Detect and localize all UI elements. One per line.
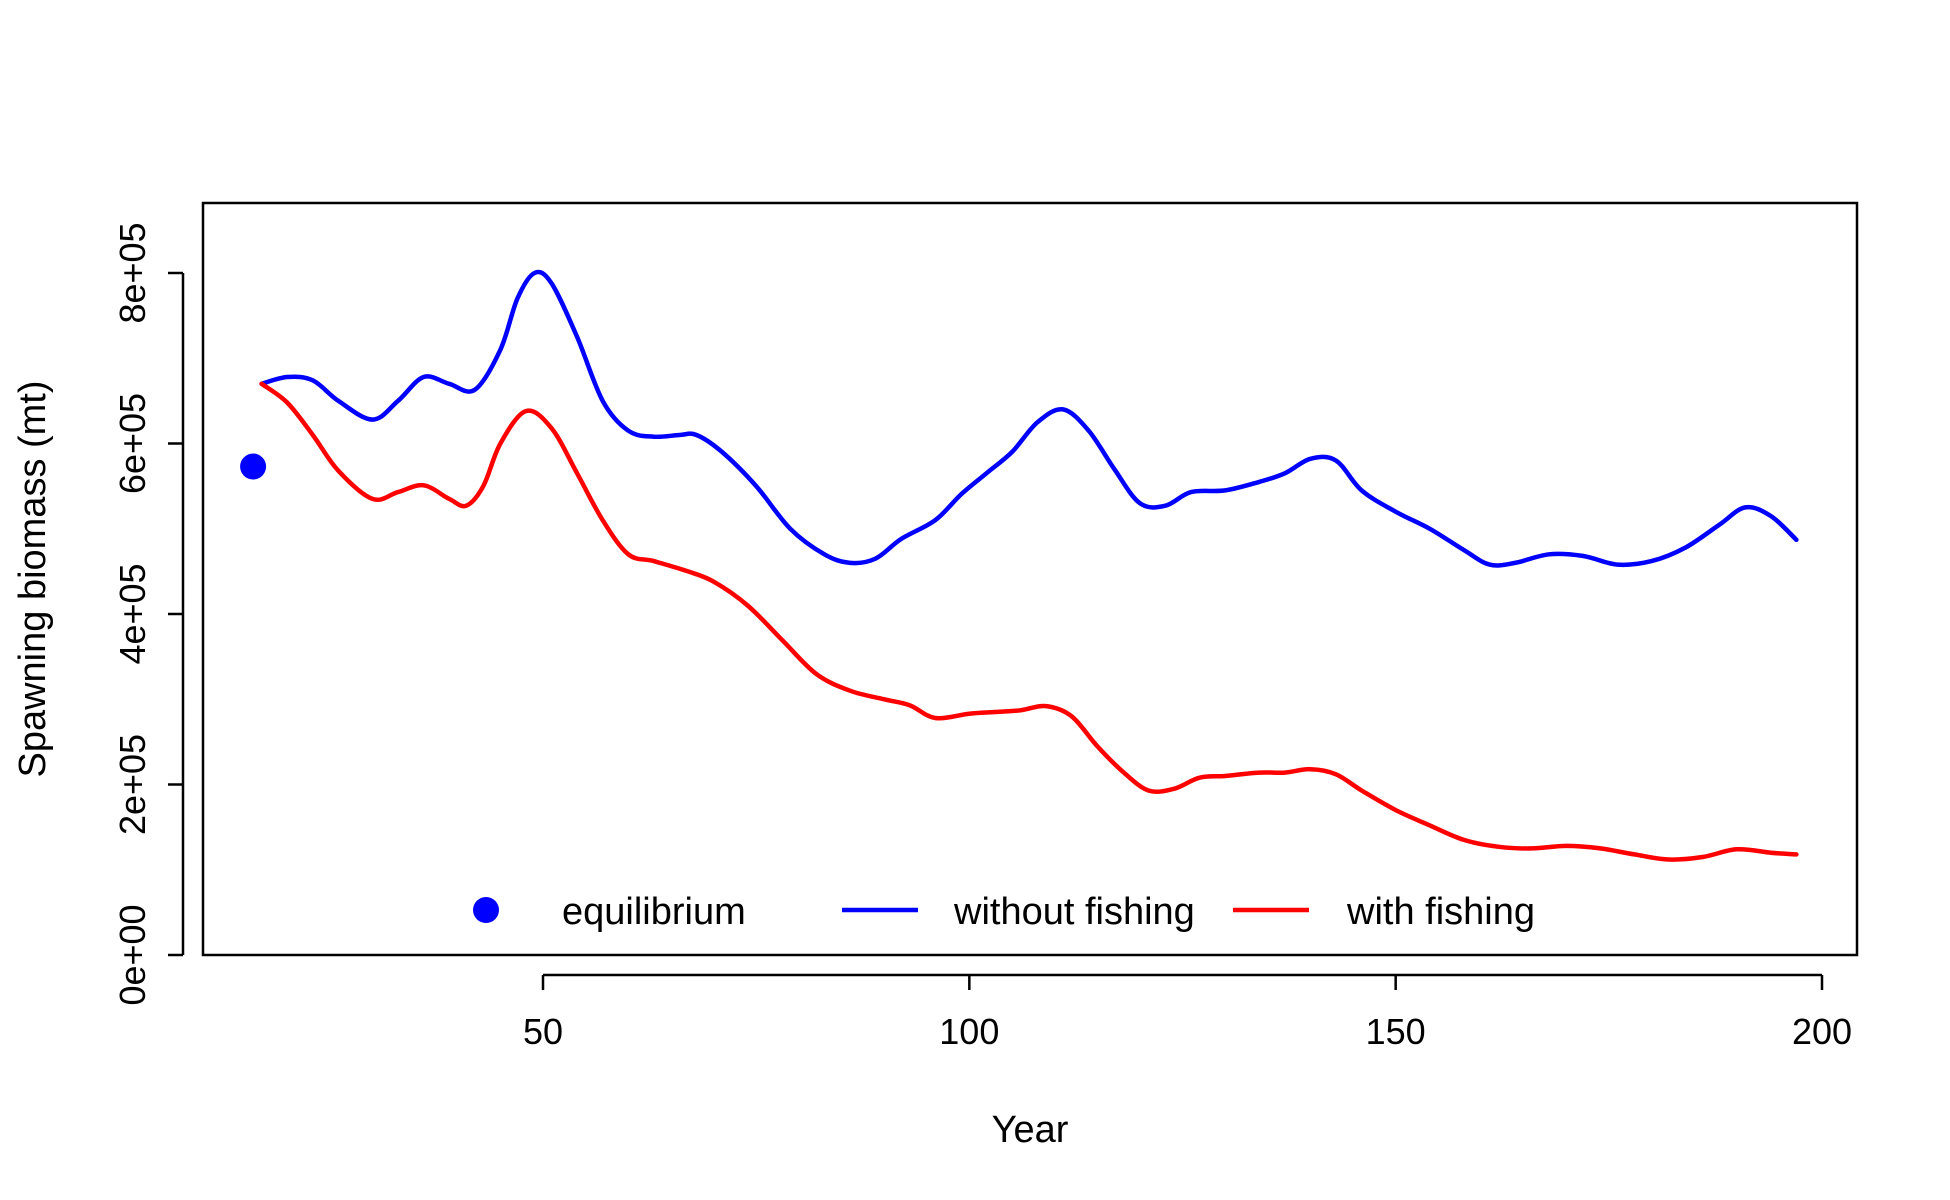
series-line-with-fishing bbox=[259, 381, 1799, 862]
legend-point-symbol bbox=[473, 897, 499, 923]
y-axis-title: Spawning biomass (mt) bbox=[12, 380, 54, 777]
x-tick-label: 150 bbox=[1366, 1011, 1426, 1052]
x-axis-title: Year bbox=[992, 1109, 1069, 1151]
legend-label: without fishing bbox=[953, 891, 1195, 933]
y-tick-label: 0e+00 bbox=[112, 904, 153, 1005]
legend: equilibrium without fishing with fishing bbox=[473, 891, 1535, 933]
y-axis: 0e+00 2e+05 4e+05 6e+05 8e+05 bbox=[112, 222, 185, 1006]
y-tick-label: 2e+05 bbox=[112, 734, 153, 835]
x-tick-label: 50 bbox=[523, 1011, 563, 1052]
series-line-without-fishing bbox=[259, 269, 1799, 568]
series-layer bbox=[259, 269, 1799, 862]
legend-label: with fishing bbox=[1346, 891, 1535, 933]
y-tick-label: 4e+05 bbox=[112, 563, 153, 664]
y-tick-label: 8e+05 bbox=[112, 222, 153, 323]
equilibrium-point bbox=[240, 453, 267, 480]
x-tick-label: 100 bbox=[939, 1011, 999, 1052]
plot-frame bbox=[201, 201, 1859, 957]
x-axis: 50 100 150 200 bbox=[523, 973, 1852, 1052]
legend-label: equilibrium bbox=[562, 891, 746, 933]
y-tick-label: 6e+05 bbox=[112, 393, 153, 494]
points-layer bbox=[240, 453, 267, 480]
x-tick-label: 200 bbox=[1792, 1011, 1852, 1052]
